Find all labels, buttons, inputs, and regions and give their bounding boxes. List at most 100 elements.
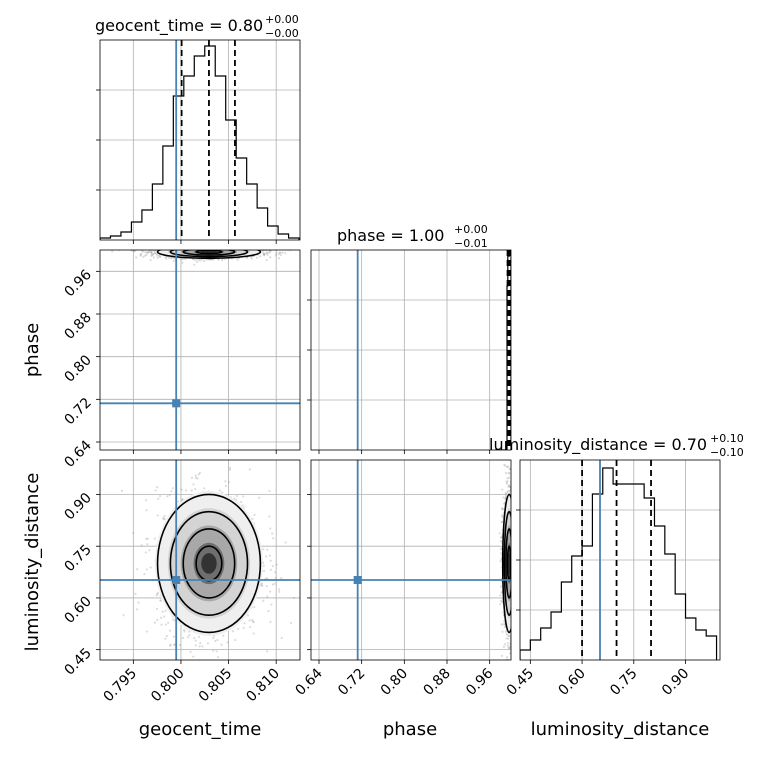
panel-background: [100, 250, 300, 450]
sample-point: [178, 643, 182, 647]
sample-point: [502, 611, 505, 614]
sample-point: [235, 494, 238, 498]
contour-line: [169, 250, 249, 258]
sample-point: [506, 644, 509, 647]
sample-point: [156, 254, 159, 257]
sample-point: [159, 599, 162, 602]
sample-point: [167, 621, 170, 624]
contour-line: [169, 510, 249, 616]
sample-point: [507, 485, 510, 488]
sample-point: [275, 252, 278, 255]
sample-point: [145, 537, 148, 540]
sample-point: [507, 465, 510, 468]
sample-point: [164, 256, 167, 259]
sample-point: [181, 258, 184, 261]
sample-point: [252, 621, 255, 624]
sample-point: [212, 636, 215, 640]
density-fill: [508, 553, 511, 574]
sample-point: [145, 253, 148, 256]
sample-point: [170, 490, 173, 493]
sample-point: [508, 472, 511, 475]
sample-point: [266, 650, 269, 653]
y-tick-label: 0.72: [61, 395, 94, 428]
sample-point: [277, 253, 280, 256]
sample-point: [183, 628, 186, 632]
sample-point: [153, 621, 157, 624]
sample-point: [500, 623, 503, 626]
sample-point: [186, 636, 190, 639]
sample-point: [265, 258, 268, 262]
sample-point: [253, 513, 256, 516]
sample-point: [160, 623, 163, 626]
sample-point: [173, 643, 176, 647]
sample-point: [192, 655, 195, 658]
sample-point: [148, 250, 151, 253]
sample-point: [226, 641, 229, 644]
sample-point: [506, 642, 509, 645]
sample-point: [156, 618, 159, 622]
sample-point: [500, 654, 504, 657]
sample-point: [509, 468, 511, 471]
y-tick-label: 0.75: [61, 542, 94, 575]
sample-point: [145, 630, 149, 633]
sample-point: [500, 521, 504, 524]
x-tick-label: 0.60: [556, 666, 589, 699]
sample-point: [157, 497, 160, 500]
sample-point: [506, 637, 510, 640]
sample-point: [133, 250, 136, 253]
sample-point: [164, 609, 167, 612]
sample-point: [268, 590, 272, 593]
sample-point: [168, 629, 172, 632]
sample-point: [502, 508, 505, 511]
y-tick-label: 0.80: [61, 352, 94, 385]
sample-point: [181, 261, 184, 264]
sample-point: [505, 482, 508, 485]
sample-point: [214, 639, 217, 642]
sample-point: [170, 256, 173, 259]
sample-point: [265, 585, 268, 588]
sample-point: [502, 645, 506, 648]
sample-point: [239, 500, 243, 504]
sample-point: [272, 537, 275, 540]
sample-point: [500, 536, 503, 539]
sample-point: [269, 250, 272, 253]
sample-point: [234, 498, 238, 501]
sample-point: [279, 254, 282, 257]
sample-point: [271, 532, 274, 535]
sample-point: [506, 465, 509, 469]
sample-point: [262, 599, 265, 602]
panel-border: [99, 39, 301, 241]
sample-point: [194, 487, 197, 491]
sample-point: [170, 256, 173, 260]
hist-panel-geocent-time: [96, 39, 301, 244]
sample-point: [194, 259, 197, 262]
x-tick-label: 0.800: [148, 666, 188, 706]
sample-point: [501, 515, 504, 518]
sample-point: [260, 584, 263, 587]
sample-point: [503, 643, 506, 646]
sample-point: [502, 496, 505, 499]
sample-point: [136, 608, 139, 611]
contour-line: [156, 250, 262, 260]
sample-point: [188, 633, 191, 637]
contour-line: [503, 510, 511, 616]
sample-point: [218, 489, 221, 492]
sample-point: [220, 259, 224, 262]
histogram-step: [520, 467, 718, 660]
sample-point: [198, 645, 201, 648]
sample-point: [501, 630, 504, 633]
sample-point: [278, 251, 281, 254]
sample-point: [143, 572, 146, 576]
sample-point: [277, 257, 281, 260]
sample-point: [269, 568, 272, 571]
sample-point: [164, 637, 167, 640]
sample-point: [181, 636, 185, 639]
sample-point: [189, 650, 192, 653]
sample-point: [258, 496, 261, 499]
sample-point: [206, 642, 210, 645]
hist-panel-luminosity-distance: 0.45 0.60 0.75 0.90: [504, 459, 721, 699]
sample-point: [499, 560, 502, 563]
sample-point: [246, 256, 249, 259]
sample-point: [183, 630, 186, 633]
sample-point: [505, 480, 508, 483]
